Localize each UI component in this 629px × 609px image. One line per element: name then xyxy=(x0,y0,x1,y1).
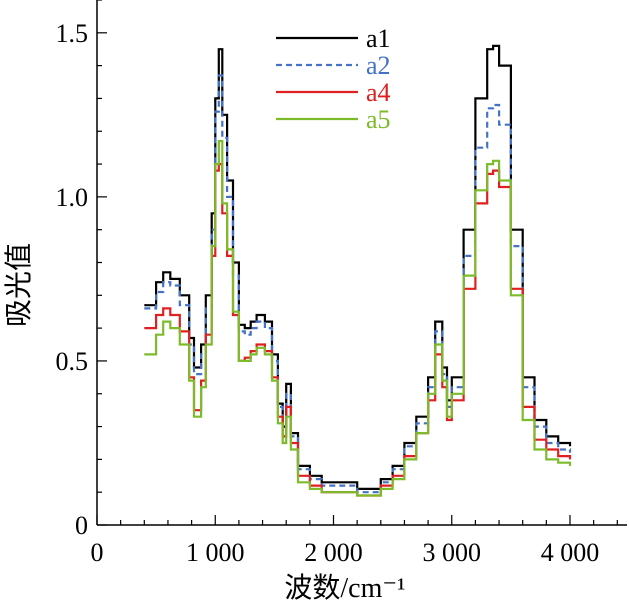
y-tick-label: 1.0 xyxy=(56,183,89,212)
legend-label-a5: a5 xyxy=(366,105,391,134)
series-line-a2 xyxy=(144,74,572,494)
axes: 0 1 000 2 000 3 000 4 000 0 0.5 1.0 1.5 xyxy=(56,0,627,567)
x-tick-label: 1 000 xyxy=(186,538,245,567)
legend-label-a4: a4 xyxy=(366,78,391,107)
x-tick-label: 4 000 xyxy=(541,538,600,567)
x-tick-label: 3 000 xyxy=(423,538,482,567)
x-tick-label: 0 xyxy=(91,538,104,567)
legend-label-a1: a1 xyxy=(366,24,391,53)
y-tick-label: 0 xyxy=(75,511,88,540)
series-layer xyxy=(144,44,572,497)
y-axis-title: 吸光值 xyxy=(3,243,35,327)
series-line-a1 xyxy=(144,44,572,490)
x-tick-label: 2 000 xyxy=(304,538,363,567)
series-line-a4 xyxy=(144,163,572,497)
legend-label-a2: a2 xyxy=(366,51,391,80)
series-line-a5 xyxy=(144,140,572,497)
y-tick-label: 1.5 xyxy=(56,19,89,48)
y-tick-label: 0.5 xyxy=(56,347,89,376)
x-axis-title: 波数/cm⁻¹ xyxy=(284,572,405,604)
